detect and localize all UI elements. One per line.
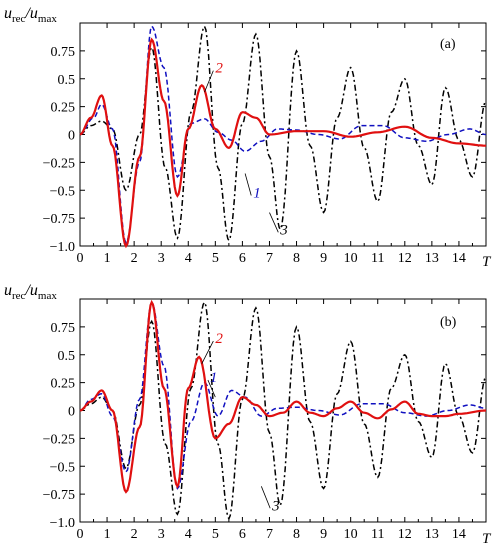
annotation-leader — [269, 212, 279, 233]
curve-label-3: 3 — [271, 498, 280, 514]
x-tick-label: 12 — [398, 251, 412, 266]
y-tick-label: 0.5 — [58, 73, 76, 88]
y-tick-label: −0.25 — [43, 432, 75, 447]
series-line-1 — [79, 300, 487, 490]
curve-label-1: 1 — [210, 370, 218, 386]
ticks-a: 0 1 2 3 4 5 6 7 8 9 10 11 12 13 140.750.50.250−0.25−0.… — [43, 23, 486, 266]
series-line-3 — [79, 300, 487, 521]
x-tick-label: 10 — [344, 527, 358, 542]
panel-label-a: (a) — [440, 37, 456, 52]
plot-frame-b — [79, 298, 487, 523]
x-tick-label: 1 — [104, 527, 111, 542]
y-axis-label-b: urec/umax — [4, 282, 57, 302]
x-tick-label: 12 — [398, 527, 412, 542]
series-line-3 — [79, 24, 487, 242]
annotation-leader — [244, 173, 252, 196]
ticks-b: 0 1 2 3 4 5 6 7 8 9 10 11 12 13 140.750.50.250−0.25−0.… — [43, 299, 486, 542]
series-line-2 — [79, 299, 487, 494]
x-tick-label: 14 — [452, 527, 466, 542]
panel-label-b: (b) — [440, 315, 457, 330]
y-tick-label: −1.0 — [50, 516, 75, 531]
x-tick-label: 9 — [320, 527, 327, 542]
x-tick-label: 2 — [131, 527, 138, 542]
x-tick-label: 0 — [77, 527, 84, 542]
annotation-leader — [260, 486, 271, 509]
x-tick-label: 3 — [158, 251, 165, 266]
series-a — [79, 24, 487, 249]
y-tick-label: −0.75 — [43, 212, 75, 227]
x-axis-label-a: T — [482, 254, 492, 270]
annotations-b: 1 2 3 — [201, 331, 280, 514]
y-tick-label: 0 — [68, 129, 75, 144]
x-tick-label: 7 — [266, 251, 273, 266]
x-tick-label: 1 — [104, 251, 111, 266]
annotation-leader — [201, 340, 214, 364]
x-tick-label: 6 — [239, 527, 246, 542]
x-tick-label: 11 — [371, 527, 384, 542]
x-tick-label: 4 — [185, 527, 192, 542]
x-tick-label: 2 — [131, 251, 138, 266]
y-axis-label-a: urec/umax — [4, 5, 57, 25]
x-tick-label: 13 — [425, 251, 439, 266]
x-tick-label: 7 — [266, 527, 273, 542]
x-tick-label: 4 — [185, 251, 192, 266]
curve-label-2: 2 — [215, 61, 223, 77]
x-tick-label: 9 — [320, 251, 327, 266]
annotation-leader — [207, 379, 216, 398]
annotation-leader — [204, 70, 214, 93]
y-tick-label: −0.5 — [50, 184, 75, 199]
series-b — [79, 299, 487, 521]
x-tick-label: 8 — [293, 251, 300, 266]
x-tick-label: 13 — [425, 527, 439, 542]
series-line-1 — [79, 24, 487, 245]
panel-b: urec/umax 0 1 2 3 4 5 6 7 8 9 10 11 12 13 140.750.50.2… — [4, 282, 492, 547]
curve-label-3: 3 — [279, 222, 288, 238]
x-tick-label: 11 — [371, 251, 384, 266]
annotations-a: 1 2 3 — [204, 61, 288, 238]
x-tick-label: 5 — [212, 251, 219, 266]
y-tick-label: 0 — [68, 405, 75, 420]
x-tick-label: 3 — [158, 527, 165, 542]
x-tick-label: 0 — [77, 251, 84, 266]
x-tick-label: 5 — [212, 527, 219, 542]
y-tick-label: 0.5 — [58, 349, 76, 364]
series-line-2 — [79, 37, 487, 249]
x-tick-label: 10 — [344, 251, 358, 266]
x-tick-label: 6 — [239, 251, 246, 266]
y-tick-label: 0.25 — [51, 101, 76, 116]
y-tick-label: 0.75 — [51, 45, 76, 60]
y-tick-label: −0.75 — [43, 488, 75, 503]
y-tick-label: 0.75 — [51, 321, 76, 336]
y-tick-label: −1.0 — [50, 240, 75, 255]
x-tick-label: 8 — [293, 527, 300, 542]
curve-label-1: 1 — [253, 185, 261, 201]
curve-label-2: 2 — [215, 331, 223, 347]
x-tick-label: 14 — [452, 251, 466, 266]
y-tick-label: 0.25 — [51, 377, 76, 392]
y-tick-label: −0.5 — [50, 460, 75, 475]
y-tick-label: −0.25 — [43, 156, 75, 171]
x-axis-label-b: T — [482, 531, 492, 547]
panel-a: urec/umax 0 1 2 3 4 5 6 7 8 9 10 11 12 13 140.750.50.2… — [4, 5, 492, 270]
